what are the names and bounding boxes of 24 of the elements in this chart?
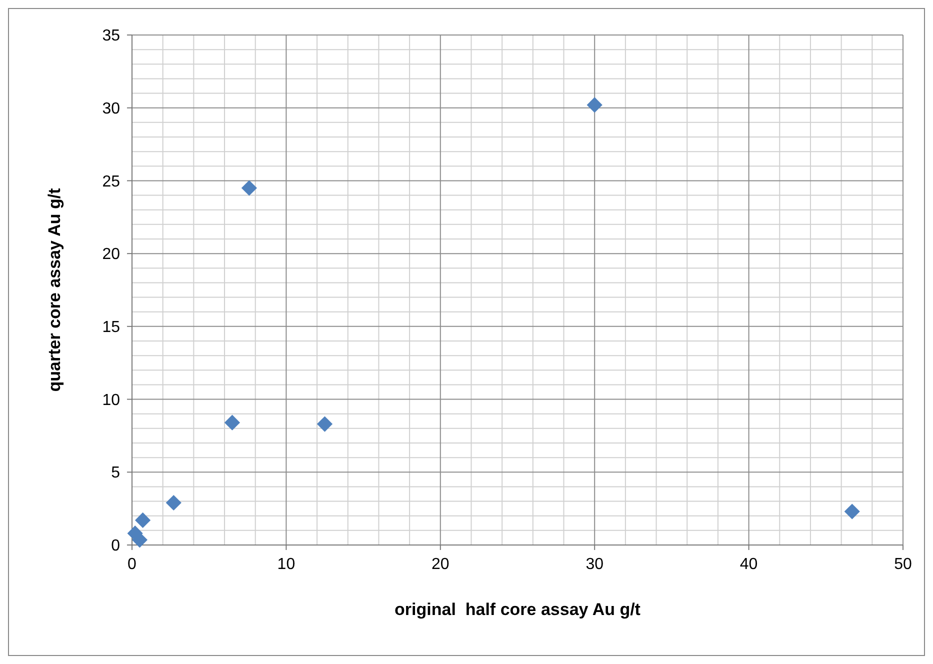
point xyxy=(316,416,333,432)
y-tick-label: 0 xyxy=(111,538,120,555)
y-tick-label: 35 xyxy=(102,28,120,45)
y-tick-label: 5 xyxy=(111,464,120,482)
y-tick-label: 10 xyxy=(102,392,120,409)
y-tick-label: 20 xyxy=(102,246,120,264)
x-tick-label: 50 xyxy=(894,556,912,573)
y-tick-label: 30 xyxy=(102,100,120,118)
y-tick-label: 15 xyxy=(102,319,120,336)
point xyxy=(166,494,182,511)
point xyxy=(844,504,860,520)
point xyxy=(134,512,151,528)
x-axis-title: original half core assay Au g/t xyxy=(394,600,641,619)
x-tick-label: 20 xyxy=(432,556,450,573)
y-axis-title: quarter core assay Au g/t xyxy=(45,188,64,392)
y-tick-label: 25 xyxy=(102,173,120,190)
x-tick-label: 30 xyxy=(586,556,604,573)
x-tick-label: 0 xyxy=(128,556,137,573)
point xyxy=(586,97,602,113)
x-tick-label: 40 xyxy=(740,556,758,573)
x-tick-label: 10 xyxy=(277,556,296,573)
point xyxy=(224,414,240,430)
point xyxy=(241,180,257,196)
point xyxy=(132,532,148,548)
